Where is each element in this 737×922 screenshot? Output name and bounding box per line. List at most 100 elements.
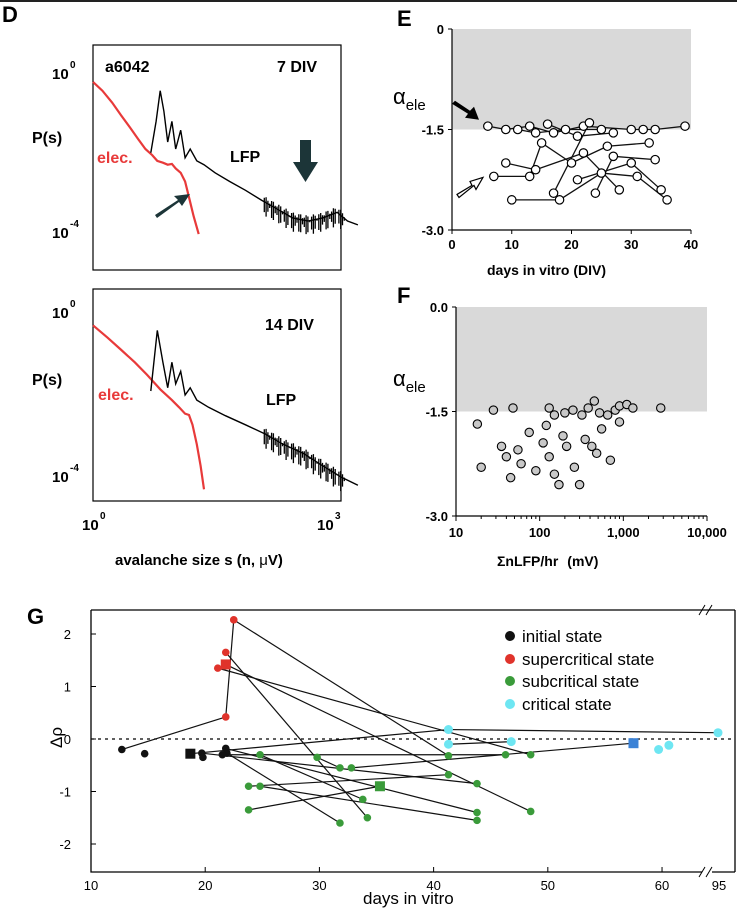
y-axis-label: P(s) [32, 372, 62, 389]
data-point [602, 141, 613, 152]
data-point [229, 616, 238, 624]
data-point [583, 403, 593, 413]
connector-line [535, 152, 584, 171]
data-point [664, 740, 674, 750]
y-tick-label: -2 [59, 837, 71, 852]
series-line-lfp [150, 330, 359, 486]
data-point [488, 405, 499, 415]
data-point [569, 462, 580, 472]
connector-line [601, 172, 638, 178]
x-tick-label: 10 [84, 878, 98, 893]
arrow-annotation-open [456, 176, 485, 199]
chart-d-bottom: 14 DIV P(s) 10 0 10 -4 10 0 10 3 avalanc… [32, 288, 359, 569]
plot-frame [92, 288, 342, 502]
data-point-square [374, 781, 385, 792]
data-point [500, 158, 511, 168]
y-tick-label: -3.0 [422, 223, 444, 238]
data-point [506, 737, 516, 747]
data-point [336, 764, 344, 772]
data-point [608, 151, 619, 162]
connector-line [316, 756, 341, 769]
connector-line [233, 619, 449, 757]
x-tick-label: 40 [684, 237, 698, 252]
data-point [572, 174, 583, 185]
series-label-elec: elec. [97, 150, 133, 167]
data-point [713, 728, 723, 738]
connector-line [505, 162, 536, 171]
arrow-annotation-lfp [293, 140, 318, 182]
data-point [483, 121, 493, 131]
data-point [199, 753, 207, 762]
connector-line [248, 774, 449, 787]
x-tick-label: 20 [564, 237, 578, 252]
x-tick-label: 30 [624, 237, 638, 252]
data-point [524, 171, 535, 182]
data-point [614, 185, 625, 195]
data-point [444, 752, 453, 760]
culture-label: a6042 [105, 59, 150, 76]
connector-line [351, 742, 634, 769]
data-point [590, 188, 601, 198]
data-point [549, 469, 560, 479]
data-point [662, 195, 672, 205]
legend-label: supercritical state [522, 650, 654, 669]
data-point [444, 770, 453, 779]
data-point [638, 124, 648, 135]
y-tick-label: -1.5 [426, 405, 448, 420]
data-point [489, 171, 499, 182]
data-point [587, 441, 597, 452]
svg-text:-4: -4 [70, 219, 79, 230]
y-tick-label: 0 [437, 22, 444, 37]
y-axis-label: P(s) [32, 130, 62, 147]
data-point [626, 158, 637, 168]
series-label-lfp: LFP [230, 149, 261, 166]
svg-text:10: 10 [82, 517, 99, 534]
data-point [500, 124, 511, 135]
data-point [118, 745, 126, 754]
y-axis-label: αele [393, 84, 426, 114]
data-point [566, 158, 577, 168]
connector-line [630, 162, 662, 191]
data-point [531, 465, 541, 476]
svg-text:10: 10 [52, 305, 69, 322]
connector-line [248, 785, 381, 811]
x-tick-label: 50 [541, 878, 555, 893]
data-point [473, 816, 481, 825]
data-point [577, 410, 587, 420]
legend-marker [505, 631, 515, 641]
data-point [530, 164, 541, 175]
data-point [560, 124, 571, 135]
legend-label: initial state [522, 627, 602, 646]
data-point [501, 750, 510, 759]
data-point [578, 148, 589, 158]
x-tick-label: 20 [198, 878, 212, 893]
series-line-elec [92, 324, 206, 490]
data-point [256, 750, 264, 759]
condition-label: 7 DIV [277, 59, 317, 76]
plot-frame [92, 44, 342, 271]
x-axis-label: days in vitro [363, 889, 454, 908]
data-point [244, 806, 253, 814]
data-point [605, 455, 616, 466]
connector-line [225, 651, 368, 819]
data-point [221, 713, 230, 721]
legend-marker [505, 676, 515, 686]
data-point [536, 138, 547, 148]
arrow-annotation-filled [452, 100, 479, 120]
data-point [584, 118, 595, 128]
data-point [359, 795, 367, 804]
panel-label-e: E [397, 6, 412, 31]
data-point [591, 448, 602, 459]
svg-text:0: 0 [70, 60, 76, 71]
panel-label-g: G [27, 604, 44, 629]
shaded-region [456, 307, 707, 412]
y-tick-label: 10 0 [52, 299, 76, 322]
y-tick-label: 10 0 [52, 60, 76, 83]
data-point [655, 403, 666, 413]
connector-line [541, 142, 572, 164]
connector-line [613, 155, 656, 161]
x-tick-label: 10 0 [82, 511, 106, 534]
svg-text:10: 10 [52, 225, 69, 242]
series-noise-lfp [263, 428, 345, 492]
data-point [218, 750, 227, 759]
